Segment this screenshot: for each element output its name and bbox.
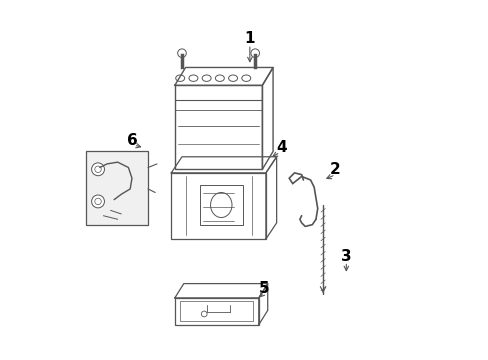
Ellipse shape	[228, 75, 237, 81]
Text: 2: 2	[329, 162, 340, 177]
Circle shape	[91, 163, 104, 176]
Bar	[200, 185, 242, 225]
Text: 4: 4	[276, 140, 287, 156]
Circle shape	[201, 311, 206, 317]
Bar	[180, 301, 253, 321]
Ellipse shape	[215, 75, 224, 81]
Bar	[171, 173, 265, 239]
Circle shape	[95, 166, 101, 172]
Ellipse shape	[175, 75, 184, 81]
Text: 6: 6	[126, 133, 137, 148]
Circle shape	[177, 49, 186, 58]
Bar	[175, 298, 258, 325]
Text: 5: 5	[258, 282, 269, 296]
Ellipse shape	[210, 193, 231, 217]
Circle shape	[95, 198, 101, 204]
Bar	[85, 152, 148, 225]
Text: 1: 1	[244, 31, 255, 46]
Circle shape	[91, 195, 104, 208]
Circle shape	[250, 49, 259, 58]
Ellipse shape	[188, 75, 198, 81]
Bar	[175, 85, 262, 169]
Ellipse shape	[242, 75, 250, 81]
Text: 3: 3	[340, 249, 351, 264]
Ellipse shape	[202, 75, 211, 81]
